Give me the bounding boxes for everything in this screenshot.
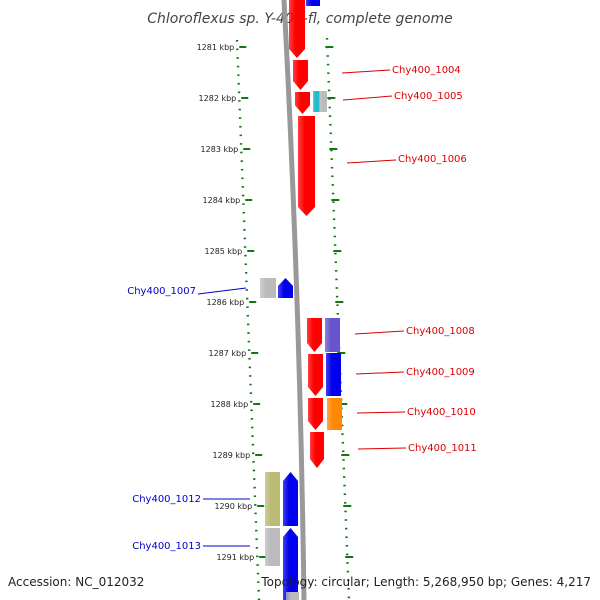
gene-block-gray[interactable]: [319, 91, 327, 112]
gene-block-olive[interactable]: [265, 472, 280, 526]
gene-arrow-forward[interactable]: [308, 354, 323, 396]
gene-block-gray[interactable]: [286, 592, 299, 600]
gene-arrow-forward[interactable]: [293, 60, 308, 90]
scale-ticks: 1281 kbp 1282 kbp 1283 kbp 1284 kbp 1285 kbp…: [197, 43, 354, 562]
gene-label-leader: [354, 330, 405, 335]
gene-label-chy400-1010[interactable]: Chy400_1010: [407, 407, 476, 418]
tick-label: 1281 kbp: [197, 43, 235, 52]
gene-label-chy400-1008[interactable]: Chy400_1008: [406, 326, 475, 337]
gene-label-leader: [346, 159, 397, 164]
tick-label: 1284 kbp: [203, 196, 241, 205]
tick-label: 1282 kbp: [199, 94, 237, 103]
gene-arrow-forward[interactable]: [298, 116, 315, 216]
tick-label: 1287 kbp: [209, 349, 247, 358]
gene-arrow-forward[interactable]: [310, 432, 324, 468]
gene-block-cyan[interactable]: [313, 91, 320, 112]
gene-arrow-reverse[interactable]: [283, 528, 298, 566]
accession-text: Accession: NC_012032: [8, 575, 144, 589]
gene-features: [260, 0, 342, 600]
gene-block-blue[interactable]: [283, 566, 298, 600]
tick-label: 1283 kbp: [201, 145, 239, 154]
gene-arrow-reverse[interactable]: [283, 472, 298, 526]
gene-label-leader: [341, 69, 391, 74]
gene-arrow-forward[interactable]: [307, 318, 322, 352]
gene-label-leader: [355, 371, 405, 375]
gene-block-gray[interactable]: [265, 528, 280, 566]
gene-arrow-forward[interactable]: [308, 398, 323, 430]
tick-label: 1290 kbp: [214, 502, 252, 511]
gene-label-leader: [357, 447, 407, 450]
gene-label-chy400-1013[interactable]: Chy400_1013: [132, 541, 201, 552]
gene-label-chy400-1007[interactable]: Chy400_1007: [127, 286, 196, 297]
gene-block-gray[interactable]: [260, 278, 276, 298]
gene-arrow-forward[interactable]: [289, 0, 305, 58]
gene-label-leader: [197, 287, 247, 295]
genome-summary-text: Topology: circular; Length: 5,268,950 bp…: [260, 575, 591, 589]
tick-label: 1286 kbp: [207, 298, 245, 307]
gene-block-blue[interactable]: [326, 353, 341, 396]
gene-label-leader: [356, 411, 406, 414]
gene-block-blue[interactable]: [306, 0, 320, 6]
tick-label: 1289 kbp: [212, 451, 250, 460]
gene-label-chy400-1012[interactable]: Chy400_1012: [132, 494, 201, 505]
genome-axis: [281, 0, 307, 600]
tick-label: 1288 kbp: [210, 400, 248, 409]
gene-label-leader: [342, 95, 393, 101]
tick-label: 1285 kbp: [205, 247, 243, 256]
tick-label: 1291 kbp: [216, 553, 254, 562]
gene-block-purple[interactable]: [325, 318, 340, 352]
gene-label-chy400-1004[interactable]: Chy400_1004: [392, 65, 461, 76]
gene-label-chy400-1009[interactable]: Chy400_1009: [406, 367, 475, 378]
gene-arrow-forward[interactable]: [295, 92, 310, 114]
gene-label-chy400-1006[interactable]: Chy400_1006: [398, 154, 467, 165]
gene-label-chy400-1011[interactable]: Chy400_1011: [408, 443, 477, 454]
gene-arrow-reverse[interactable]: [278, 278, 293, 298]
gene-block-orange[interactable]: [327, 398, 342, 430]
gene-labels: Chy400_1004 Chy400_1005 Chy400_1006 Chy400_…: [127, 65, 477, 552]
gene-label-chy400-1005[interactable]: Chy400_1005: [394, 91, 463, 102]
